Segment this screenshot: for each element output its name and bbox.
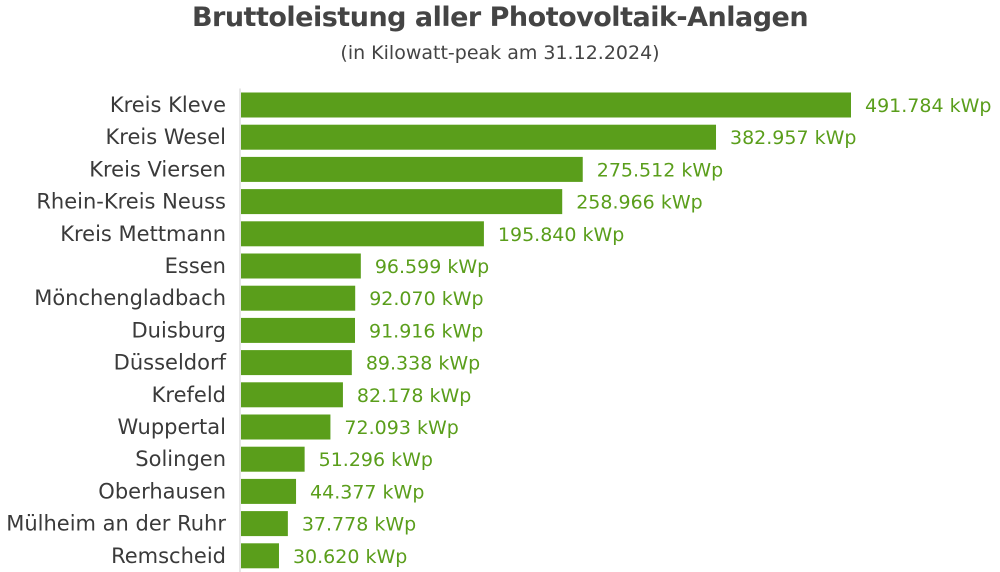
bar	[241, 253, 361, 279]
value-label: 89.338 kWp	[366, 353, 480, 375]
bar	[241, 543, 279, 569]
value-label: 491.784 kWp	[865, 95, 991, 117]
category-label: Rhein-Kreis Neuss	[36, 190, 226, 214]
bar	[241, 478, 297, 504]
bar	[241, 414, 331, 440]
category-label: Mönchengladbach	[34, 286, 226, 310]
category-label: Kreis Viersen	[89, 157, 226, 181]
value-label: 92.070 kWp	[369, 288, 483, 310]
category-label: Essen	[165, 254, 226, 278]
bar	[241, 511, 288, 537]
value-label: 195.840 kWp	[498, 224, 624, 246]
category-label: Krefeld	[152, 383, 226, 407]
value-label: 51.296 kWp	[319, 449, 433, 471]
bar	[241, 285, 356, 311]
value-label: 382.957 kWp	[730, 127, 856, 149]
category-label: Duisburg	[132, 318, 227, 342]
bar	[241, 124, 717, 150]
value-label: 82.178 kWp	[357, 385, 471, 407]
bar	[241, 382, 343, 408]
category-label: Kreis Mettmann	[60, 222, 226, 246]
category-label: Wuppertal	[118, 415, 226, 439]
value-label: 275.512 kWp	[597, 159, 723, 181]
value-label: 44.377 kWp	[310, 481, 424, 503]
bar	[241, 221, 484, 247]
category-label: Kreis Kleve	[110, 93, 226, 117]
bar	[241, 189, 563, 215]
chart-subtitle: (in Kilowatt-peak am 31.12.2024)	[340, 42, 660, 64]
category-label: Remscheid	[111, 544, 226, 568]
category-label: Mülheim an der Ruhr	[6, 512, 226, 536]
category-label: Kreis Wesel	[106, 125, 226, 149]
value-label: 30.620 kWp	[293, 546, 407, 568]
chart-title: Bruttoleistung aller Photovoltaik-Anlage…	[191, 2, 809, 33]
bar	[241, 350, 352, 376]
category-label: Düsseldorf	[114, 351, 227, 375]
value-label: 91.916 kWp	[369, 320, 483, 342]
value-label: 258.966 kWp	[576, 192, 702, 214]
value-label: 37.778 kWp	[302, 514, 416, 536]
category-label: Oberhausen	[98, 479, 226, 503]
value-label: 96.599 kWp	[375, 256, 489, 278]
bar	[241, 156, 583, 182]
bar	[241, 446, 305, 472]
category-label: Solingen	[135, 447, 226, 471]
bar	[241, 317, 356, 343]
bar	[241, 92, 851, 118]
value-label: 72.093 kWp	[344, 417, 458, 439]
